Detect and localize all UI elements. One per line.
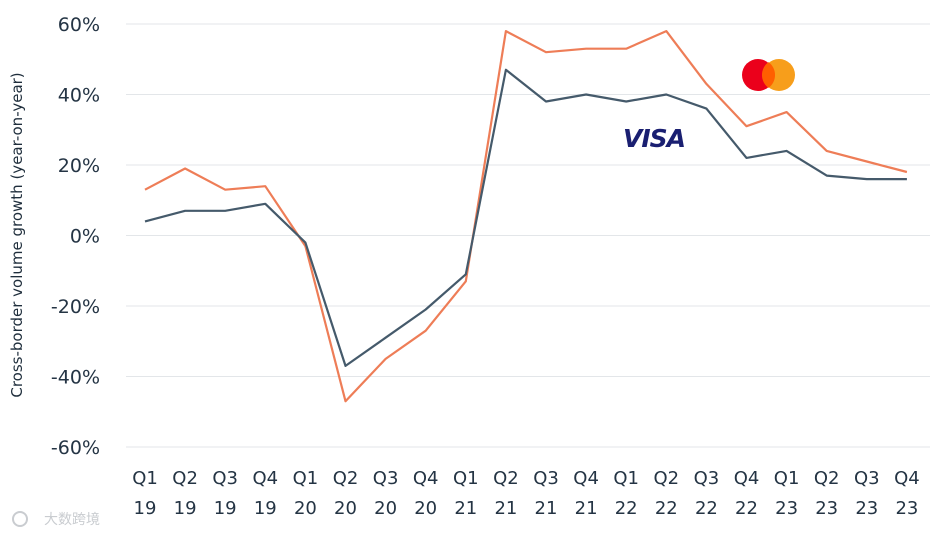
x-tick-quarter: Q2 — [172, 468, 198, 489]
x-tick-year: 20 — [414, 498, 437, 519]
watermark: 大数跨境 — [12, 511, 100, 528]
x-tick-year: 19 — [134, 498, 157, 519]
y-tick-label: -40% — [51, 367, 100, 389]
x-tick-year: 23 — [775, 498, 798, 519]
x-tick-quarter: Q1 — [613, 468, 639, 489]
x-tick-year: 19 — [214, 498, 237, 519]
y-tick-label: 20% — [58, 155, 100, 177]
y-tick-label: -60% — [51, 437, 100, 459]
visa-logo: VISA — [623, 124, 685, 153]
x-tick-quarter: Q3 — [854, 468, 880, 489]
x-axis-ticks: Q1 19 Q2 19 Q3 19 Q4 19 Q1 20 Q2 20 Q3 20 Q4 20 Q1 21 Q2 21… — [132, 468, 920, 519]
x-tick-quarter: Q4 — [894, 468, 920, 489]
x-tick-quarter: Q2 — [493, 468, 519, 489]
y-tick-label: -20% — [51, 296, 100, 318]
mastercard-logo — [742, 59, 795, 91]
x-tick-year: 23 — [895, 498, 918, 519]
x-tick-year: 19 — [254, 498, 277, 519]
watermark-icon — [12, 511, 28, 527]
x-tick-year: 22 — [695, 498, 718, 519]
series-lines — [144, 30, 908, 403]
x-tick-quarter: Q2 — [814, 468, 840, 489]
x-tick-year: 22 — [655, 498, 678, 519]
x-tick-quarter: Q1 — [453, 468, 479, 489]
x-tick-year: 20 — [334, 498, 357, 519]
mastercard-logo-overlap — [761, 62, 776, 88]
x-tick-year: 22 — [615, 498, 638, 519]
y-tick-label: 40% — [58, 85, 100, 107]
x-tick-quarter: Q1 — [293, 468, 319, 489]
x-tick-year: 20 — [294, 498, 317, 519]
watermark-text: 大数跨境 — [44, 512, 100, 528]
y-axis-ticks: 60% 40% 20% 0% -20% -40% -60% — [51, 14, 100, 459]
x-tick-year: 20 — [374, 498, 397, 519]
y-tick-label: 60% — [58, 14, 100, 36]
x-tick-quarter: Q4 — [734, 468, 760, 489]
x-tick-quarter: Q3 — [694, 468, 720, 489]
y-tick-label: 0% — [70, 226, 100, 248]
x-tick-quarter: Q4 — [413, 468, 439, 489]
x-tick-quarter: Q2 — [333, 468, 359, 489]
x-tick-quarter: Q3 — [212, 468, 238, 489]
x-tick-year: 21 — [494, 498, 517, 519]
x-tick-quarter: Q2 — [653, 468, 679, 489]
x-tick-quarter: Q1 — [774, 468, 800, 489]
y-axis-label: Cross-border volume growth (year-on-year… — [8, 72, 26, 397]
x-tick-quarter: Q4 — [573, 468, 599, 489]
x-tick-year: 21 — [535, 498, 558, 519]
x-tick-year: 21 — [454, 498, 477, 519]
x-tick-quarter: Q3 — [373, 468, 399, 489]
x-tick-year: 23 — [855, 498, 878, 519]
x-tick-quarter: Q4 — [252, 468, 278, 489]
mastercard-series-line — [144, 30, 908, 403]
gridlines — [126, 23, 930, 448]
x-tick-quarter: Q1 — [132, 468, 158, 489]
x-tick-year: 22 — [735, 498, 758, 519]
x-tick-year: 23 — [815, 498, 838, 519]
x-tick-year: 21 — [575, 498, 598, 519]
x-tick-year: 19 — [174, 498, 197, 519]
visa-series-line — [144, 68, 907, 367]
x-tick-quarter: Q3 — [533, 468, 559, 489]
